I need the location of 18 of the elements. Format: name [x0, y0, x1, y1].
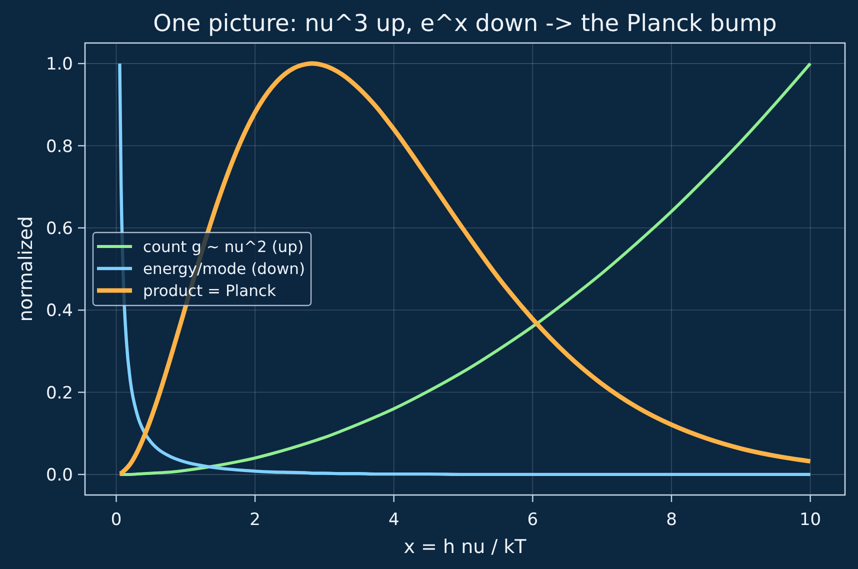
- y-tick-label: 0.2: [46, 383, 73, 404]
- x-tick-label: 6: [527, 510, 538, 530]
- x-tick-label: 10: [799, 510, 822, 530]
- y-axis-title: normalized: [15, 216, 37, 322]
- y-tick-label: 0.6: [46, 219, 73, 240]
- x-axis-title: x = h nu / kT: [404, 536, 527, 558]
- legend-label: product = Planck: [143, 282, 276, 300]
- x-tick-label: 0: [110, 510, 122, 530]
- y-tick-label: 0.4: [46, 301, 73, 322]
- y-tick-label: 0.8: [46, 136, 73, 157]
- x-tick-label: 8: [666, 510, 677, 530]
- x-tick-label: 4: [388, 510, 400, 530]
- y-tick-label: 0.0: [46, 466, 73, 486]
- legend-label: energy/mode (down): [143, 260, 306, 278]
- x-tick-label: 2: [250, 510, 260, 530]
- y-tick-label: 1.0: [46, 54, 73, 75]
- chart-title: One picture: nu^3 up, e^x down -> the Planck bump: [153, 10, 777, 37]
- legend-label: count g ~ nu^2 (up): [143, 238, 304, 256]
